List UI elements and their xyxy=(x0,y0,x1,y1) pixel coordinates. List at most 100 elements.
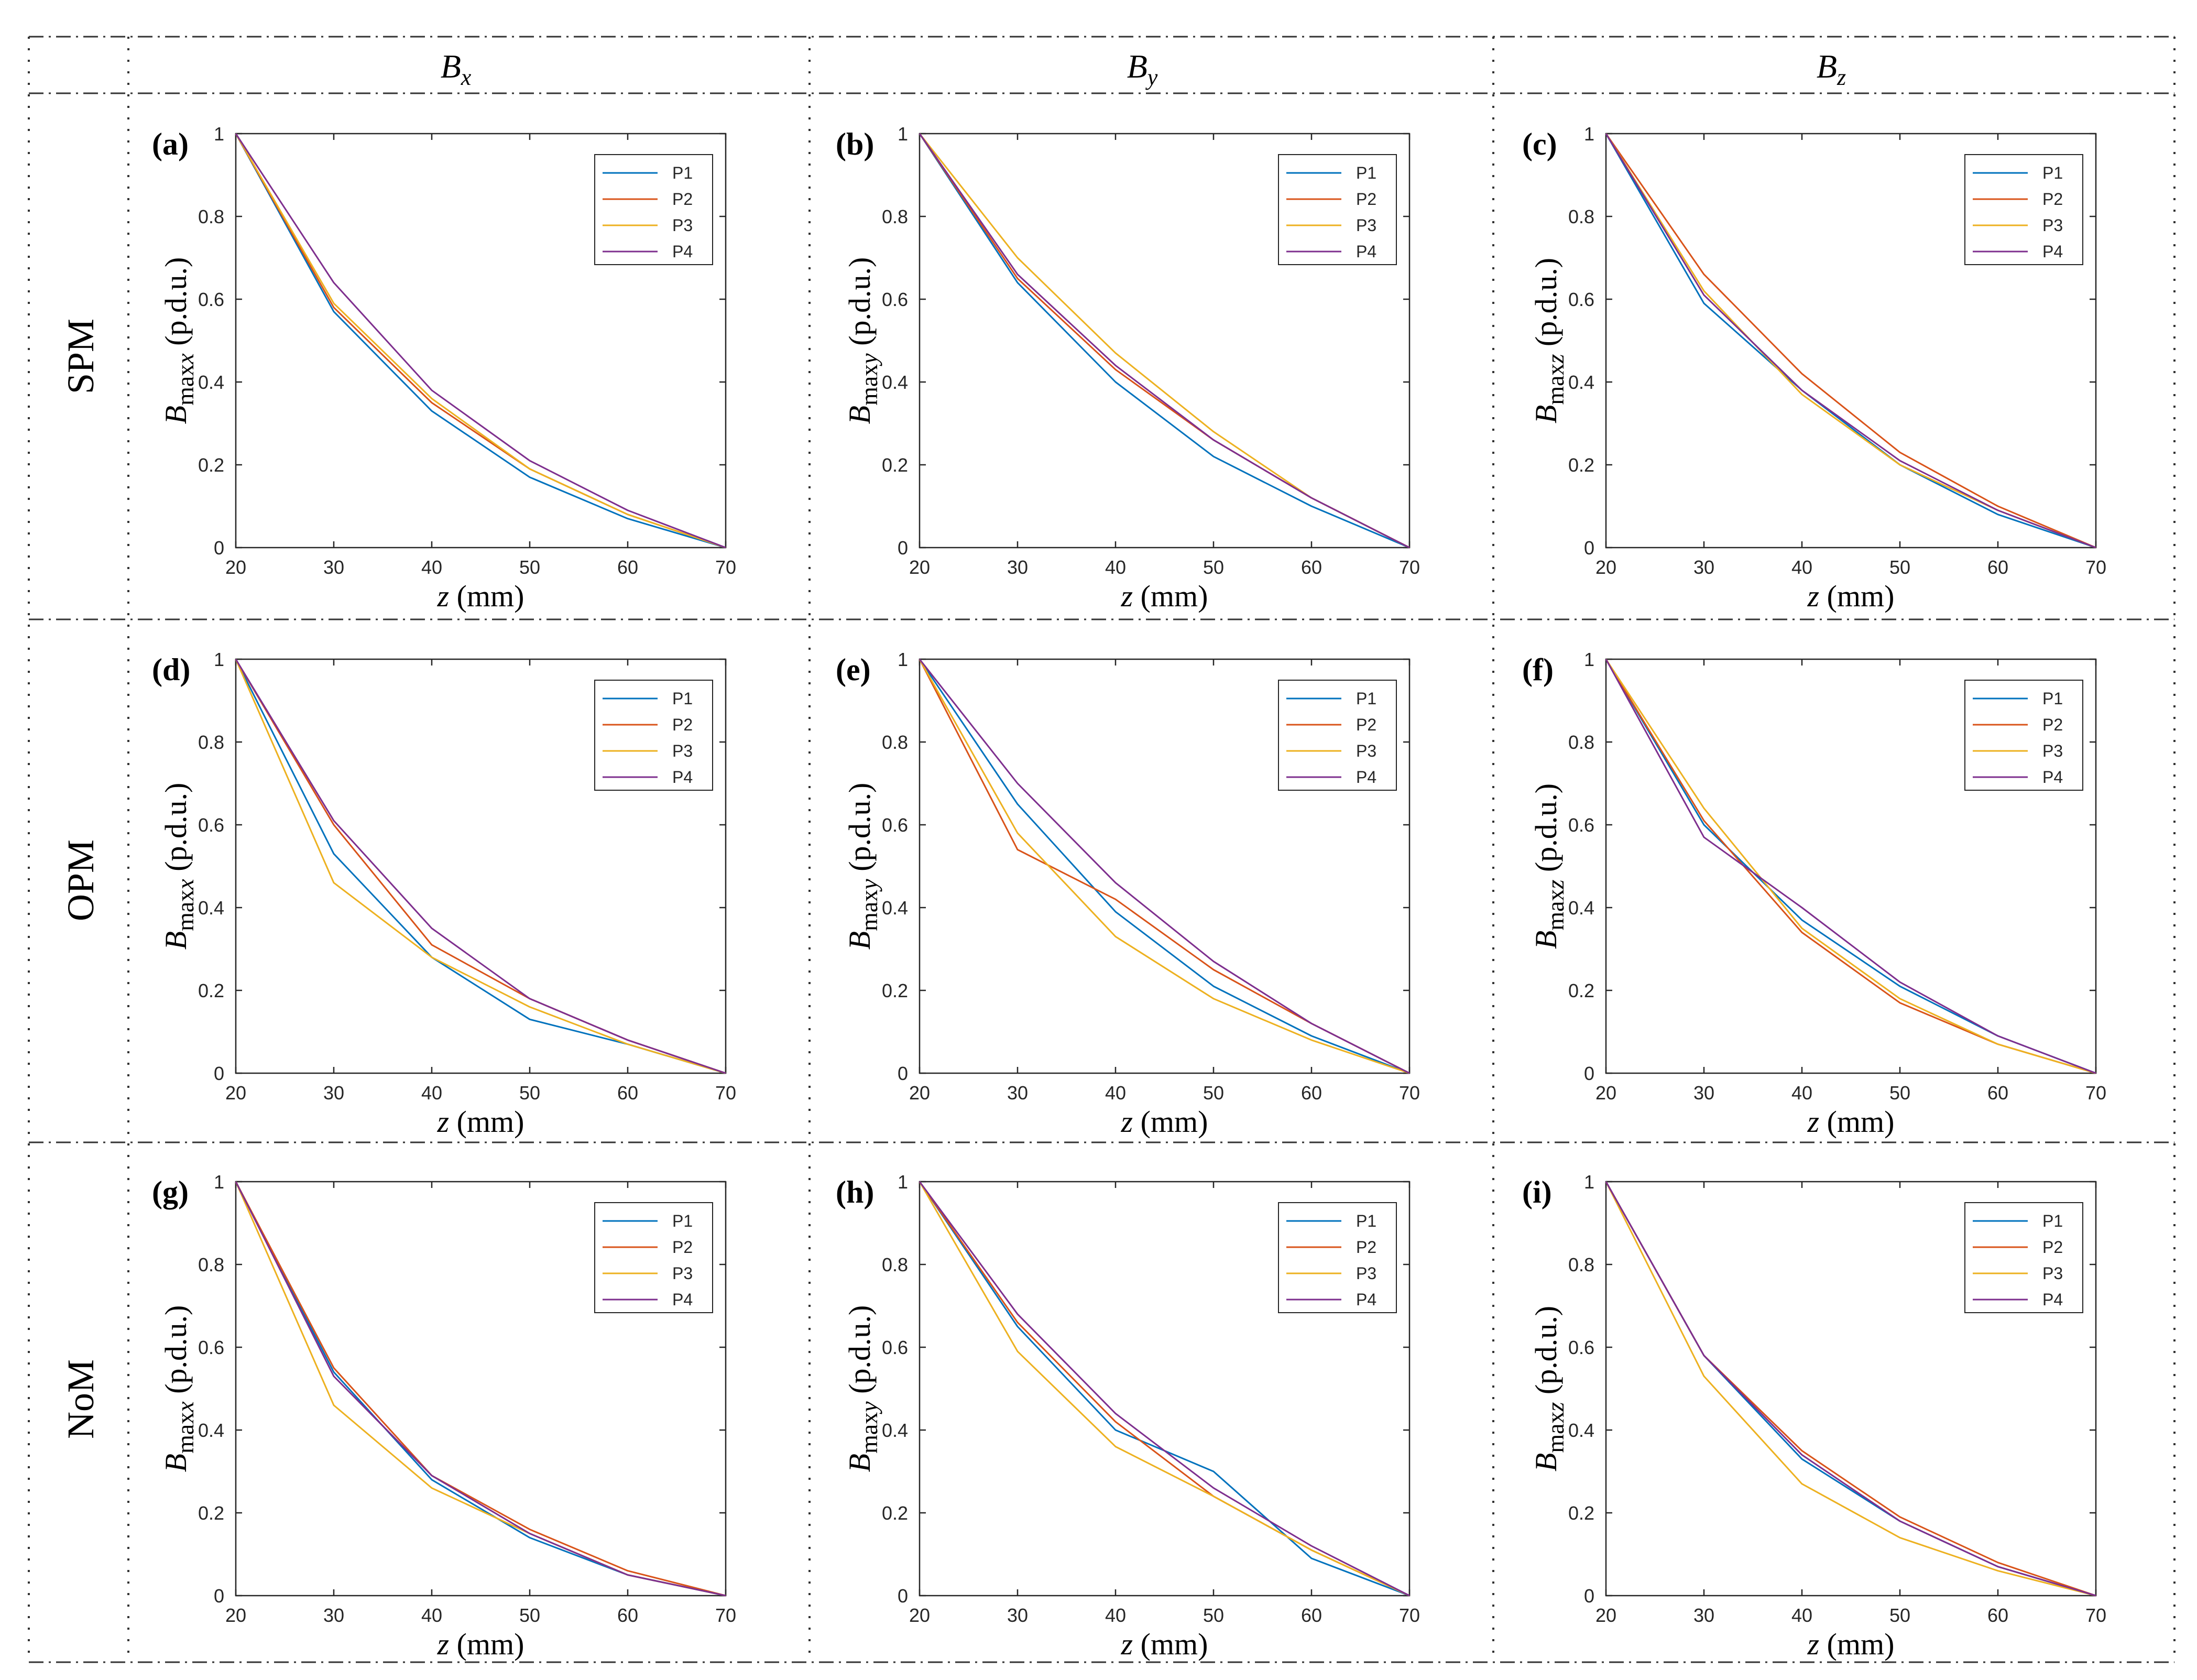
x-tick-label: 70 xyxy=(2085,1082,2106,1104)
legend-entry-p2: P2 xyxy=(2042,190,2063,209)
column-header-bz: Bz xyxy=(1817,48,1846,90)
y-tick-label: 0.8 xyxy=(882,206,908,227)
y-tick-label: 0.8 xyxy=(1568,206,1594,227)
x-tick-label: 30 xyxy=(1693,1082,1714,1104)
y-tick-label: 0.6 xyxy=(1568,814,1594,836)
y-tick-label: 1 xyxy=(214,123,224,145)
x-tick-label: 20 xyxy=(225,557,246,578)
legend: P1 P2 P3 P4 xyxy=(1964,154,2083,265)
legend-entry-p4: P4 xyxy=(2042,768,2063,787)
series-line-p3 xyxy=(1605,1181,2096,1597)
legend-entry-p1: P1 xyxy=(672,163,693,182)
x-tick-label: 50 xyxy=(519,1082,540,1104)
legend: P1 P2 P3 P4 xyxy=(1964,680,2083,791)
series-line-p4 xyxy=(1605,659,2096,1074)
x-tick-label: 40 xyxy=(1105,557,1126,578)
series-line-p1 xyxy=(919,659,1410,1074)
legend-box xyxy=(594,1202,713,1313)
y-tick-label: 0.8 xyxy=(198,206,224,227)
y-tick-label: 0.2 xyxy=(882,454,908,476)
x-tick-label: 70 xyxy=(1399,1082,1420,1104)
x-tick-label: 40 xyxy=(421,1605,442,1626)
x-axis-label: z (mm) xyxy=(1807,579,1895,613)
svg-text:Bz: Bz xyxy=(1817,48,1846,90)
column-header-bx: Bx xyxy=(441,48,472,90)
y-tick-label: 0.4 xyxy=(198,372,224,393)
panel-label: (f) xyxy=(1522,652,1554,687)
y-tick-label: 0.2 xyxy=(1568,454,1594,476)
x-tick-label: 40 xyxy=(421,1082,442,1104)
legend-box xyxy=(1964,154,2083,265)
x-tick-label: 70 xyxy=(2085,557,2106,578)
legend: P1 P2 P3 P4 xyxy=(594,1202,713,1313)
series-line-p4 xyxy=(235,659,726,1074)
y-tick-label: 0.8 xyxy=(198,732,224,753)
legend-entry-p4: P4 xyxy=(1356,768,1376,787)
legend-entry-p2: P2 xyxy=(2042,715,2063,734)
chart-panel-f: 20 30 40 50 60 70 0 0.2 0.4 0.6 0.8 1 P1 P2 P3 P4 (f) z (… xyxy=(1522,649,2106,1139)
x-tick-label: 50 xyxy=(1203,557,1224,578)
legend-entry-p4: P4 xyxy=(2042,1290,2063,1309)
y-tick-label: 1 xyxy=(1584,1171,1594,1193)
y-axis-label: Bmaxx (p.d.u.) xyxy=(159,257,199,424)
x-tick-label: 70 xyxy=(715,1605,736,1626)
series-line-p3 xyxy=(919,659,1410,1074)
series-line-p4 xyxy=(235,133,726,549)
y-tick-label: 0.6 xyxy=(882,1337,908,1358)
y-tick-label: 0.4 xyxy=(882,1420,908,1441)
legend: P1 P2 P3 P4 xyxy=(1278,1202,1397,1313)
y-tick-label: 0.4 xyxy=(198,1420,224,1441)
x-tick-label: 30 xyxy=(1007,1082,1028,1104)
legend-entry-p1: P1 xyxy=(672,1212,693,1230)
y-tick-label: 0.2 xyxy=(198,980,224,1001)
x-tick-label: 60 xyxy=(1987,1605,2008,1626)
y-tick-label: 0.6 xyxy=(882,814,908,836)
x-tick-label: 30 xyxy=(323,1082,344,1104)
y-tick-label: 0.2 xyxy=(198,454,224,476)
y-tick-label: 0.6 xyxy=(198,289,224,310)
legend-box xyxy=(1964,1202,2083,1313)
chart-panel-g: 20 30 40 50 60 70 0 0.2 0.4 0.6 0.8 1 P1 P2 P3 P4 (g) z (… xyxy=(152,1171,736,1661)
x-tick-label: 30 xyxy=(323,557,344,578)
legend-box xyxy=(1278,680,1397,791)
x-tick-label: 60 xyxy=(1301,1082,1322,1104)
legend-entry-p1: P1 xyxy=(2042,1212,2063,1230)
legend-entry-p2: P2 xyxy=(1356,190,1376,209)
y-tick-label: 0.2 xyxy=(882,980,908,1001)
x-tick-label: 60 xyxy=(617,1605,638,1626)
y-tick-label: 0.2 xyxy=(882,1502,908,1524)
legend-entry-p1: P1 xyxy=(1356,163,1376,182)
panel-label: (d) xyxy=(152,652,190,687)
svg-text:Bx: Bx xyxy=(441,48,472,90)
x-tick-label: 20 xyxy=(225,1082,246,1104)
x-tick-label: 40 xyxy=(1791,1082,1812,1104)
panels: 20 30 40 50 60 70 0 0.2 0.4 0.6 0.8 1 P1 P2 P3 P4 (a) z (… xyxy=(152,123,2106,1661)
legend-entry-p4: P4 xyxy=(672,1290,693,1309)
legend-entry-p3: P3 xyxy=(672,216,693,235)
y-tick-label: 0.6 xyxy=(1568,1337,1594,1358)
series-line-p4 xyxy=(919,133,1410,549)
row-header-opm: OPM xyxy=(60,839,102,921)
y-tick-label: 0.4 xyxy=(1568,897,1594,919)
y-tick-label: 1 xyxy=(1584,123,1594,145)
legend-entry-p4: P4 xyxy=(2042,242,2063,261)
series-line-p4 xyxy=(919,659,1410,1074)
y-tick-label: 0.2 xyxy=(1568,1502,1594,1524)
x-tick-label: 30 xyxy=(1693,557,1714,578)
legend: P1 P2 P3 P4 xyxy=(1964,1202,2083,1313)
y-tick-label: 0.6 xyxy=(882,289,908,310)
panel-label: (a) xyxy=(152,127,189,161)
x-tick-label: 60 xyxy=(1301,557,1322,578)
legend-entry-p4: P4 xyxy=(1356,242,1376,261)
series-line-p1 xyxy=(235,133,726,549)
y-tick-label: 1 xyxy=(898,649,908,670)
legend-entry-p2: P2 xyxy=(1356,715,1376,734)
x-tick-label: 70 xyxy=(1399,1605,1420,1626)
x-axis-label: z (mm) xyxy=(1807,1105,1895,1139)
x-tick-label: 20 xyxy=(909,1082,930,1104)
panel-label: (g) xyxy=(152,1175,189,1209)
x-tick-label: 50 xyxy=(1889,557,1910,578)
x-tick-label: 60 xyxy=(1301,1605,1322,1626)
y-tick-label: 1 xyxy=(898,123,908,145)
